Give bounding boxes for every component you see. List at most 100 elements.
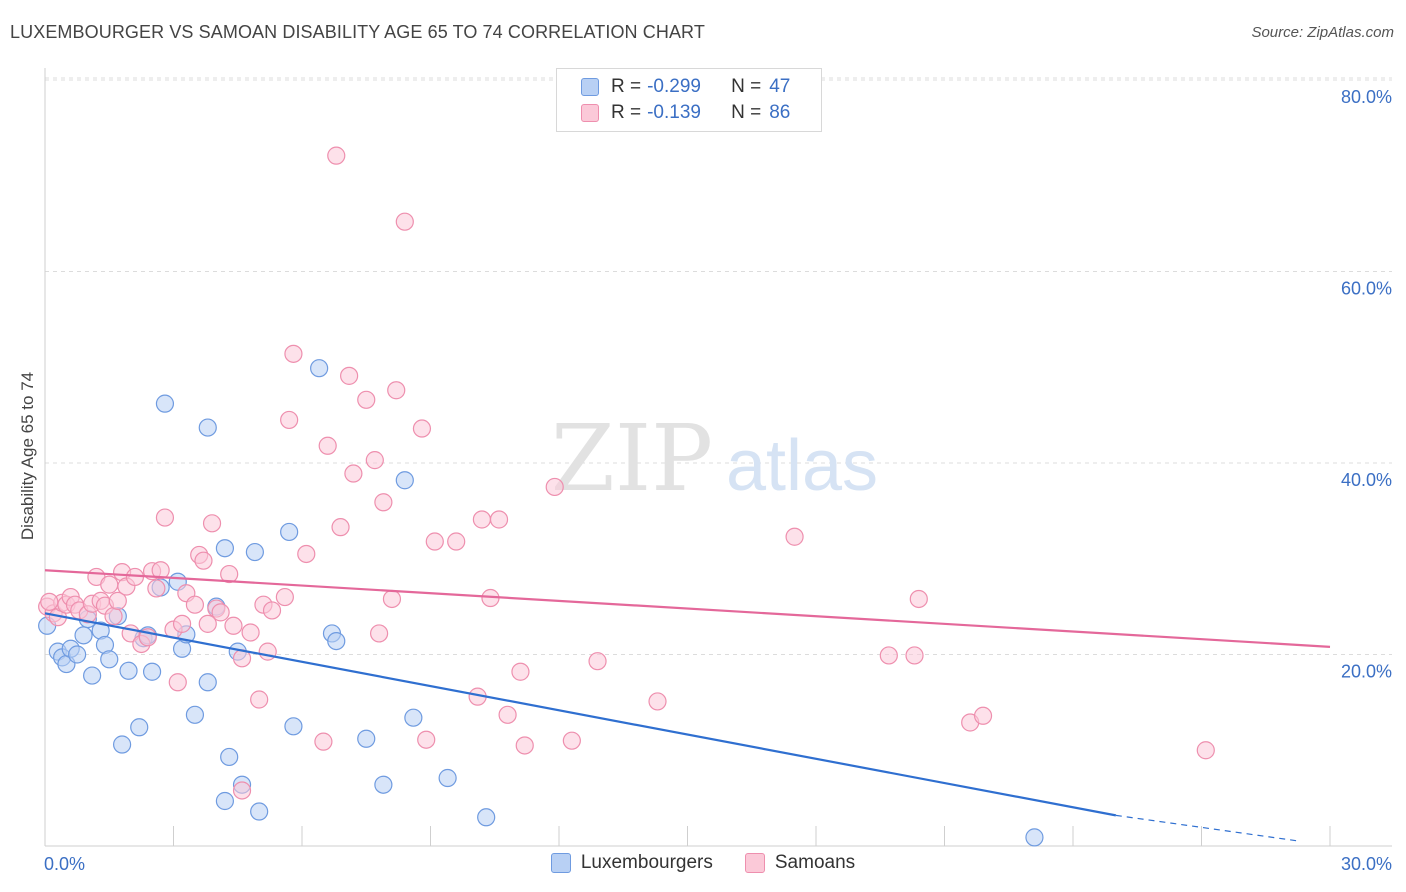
data-point: [472, 510, 491, 529]
legend-swatch-luxembourgers: [550, 853, 571, 873]
trend-lines: [44, 569, 1331, 842]
legend-r-value: -0.139: [647, 102, 701, 123]
legend-swatch-luxembourgers: [581, 78, 599, 96]
data-point: [220, 564, 239, 584]
data-point: [357, 729, 376, 748]
data-point: [1196, 741, 1215, 760]
y-tick-label: 60.0%: [1341, 279, 1392, 299]
data-point: [545, 477, 564, 497]
data-point: [310, 359, 329, 378]
grid: [45, 77, 1392, 655]
legend-row-luxembourgers: R = -0.299 N = 47: [581, 75, 790, 99]
data-point: [438, 768, 457, 788]
data-point: [100, 650, 119, 669]
data-point: [40, 592, 59, 611]
data-point: [382, 589, 402, 609]
data-point: [172, 614, 192, 633]
data-point: [357, 390, 376, 409]
data-point: [151, 561, 170, 580]
data-point: [365, 451, 384, 470]
legend-n-value: 47: [769, 76, 791, 97]
data-point: [340, 366, 359, 385]
data-point: [74, 626, 93, 645]
data-point: [275, 587, 294, 607]
legend-label-samoans: Samoans: [774, 852, 856, 873]
axes: [44, 68, 1392, 847]
data-point: [232, 781, 252, 800]
data-point: [68, 645, 87, 664]
watermark-atlas: atlas: [726, 426, 878, 506]
data-point: [241, 623, 260, 642]
data-point: [220, 747, 239, 767]
data-point: [447, 532, 466, 551]
data-point: [973, 706, 993, 725]
data-point: [297, 544, 316, 564]
y-tick-label: 40.0%: [1341, 470, 1392, 490]
data-point: [245, 542, 264, 562]
data-point: [168, 673, 187, 692]
data-point: [331, 518, 350, 537]
y-tick-label: 80.0%: [1341, 87, 1392, 107]
data-point: [344, 464, 363, 483]
data-point: [185, 705, 205, 724]
data-point: [318, 436, 337, 455]
data-point: [905, 646, 924, 665]
legend-swatch-samoans: [581, 104, 599, 122]
chart-title: LUXEMBOURGER VS SAMOAN DISABILITY AGE 65…: [10, 22, 705, 42]
data-point: [280, 410, 299, 430]
data-point: [194, 551, 213, 570]
data-point: [142, 662, 162, 681]
legend-item-samoans[interactable]: Samoans: [744, 852, 856, 874]
data-point: [909, 589, 928, 609]
data-point: [1025, 828, 1044, 847]
data-point: [425, 532, 444, 551]
watermark-zip: ZIP: [551, 405, 713, 512]
data-point: [387, 381, 406, 400]
data-point: [108, 591, 127, 610]
data-point: [374, 493, 393, 512]
correlation-legend: R = -0.299 N = 47 R = -0.139 N = 86: [556, 68, 822, 132]
legend-label-luxembourgers: Luxembourgers: [580, 852, 713, 873]
data-point: [404, 708, 423, 727]
tick-labels: 20.0% 40.0% 60.0% 80.0% 0.0% 30.0%: [44, 87, 1392, 874]
data-point: [280, 522, 299, 542]
data-point: [417, 730, 436, 749]
legend-row-samoans: R = -0.139 N = 86: [581, 101, 790, 125]
data-point: [211, 603, 230, 622]
legend-n-label: N =: [731, 102, 762, 123]
y-tick-label: 20.0%: [1341, 662, 1392, 682]
data-point: [198, 673, 217, 692]
series-legend: Luxembourgers Samoans: [0, 852, 1406, 874]
legend-item-luxembourgers[interactable]: Luxembourgers: [550, 852, 713, 874]
data-point: [489, 510, 509, 529]
legend-r-label: R =: [611, 76, 642, 97]
data-point: [511, 662, 530, 681]
trend-line: [44, 569, 1331, 648]
source-label: Source: ZipAtlas.com: [1251, 24, 1394, 41]
data-point: [130, 718, 149, 737]
data-point: [284, 344, 303, 363]
data-point: [147, 579, 166, 598]
data-point: [477, 808, 496, 827]
watermark: ZIP atlas: [551, 405, 878, 512]
y-axis-label: Disability Age 65 to 74: [18, 371, 37, 541]
data-point: [374, 775, 393, 794]
data-point: [185, 595, 205, 614]
legend-swatch-samoans: [744, 853, 765, 873]
data-point: [588, 652, 607, 671]
data-point: [314, 732, 333, 751]
data-point: [250, 802, 269, 821]
data-point: [395, 212, 414, 231]
legend-r-label: R =: [611, 102, 642, 123]
data-point: [370, 624, 389, 643]
data-point: [198, 614, 217, 633]
series-samoans: [38, 146, 1215, 800]
data-point: [83, 666, 102, 685]
legend-n-label: N =: [731, 76, 762, 97]
data-point: [498, 705, 517, 724]
data-point: [284, 717, 303, 736]
legend-r-value: -0.299: [647, 76, 701, 97]
data-point: [785, 527, 804, 546]
data-point: [155, 394, 175, 413]
data-point: [562, 731, 581, 750]
